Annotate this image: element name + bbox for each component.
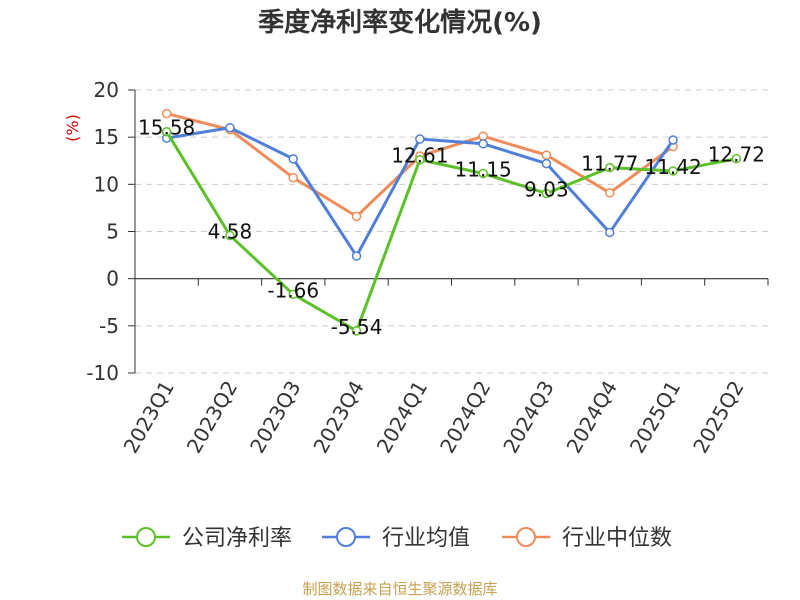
data-point: [668, 166, 678, 176]
data-label: 11.42: [644, 155, 701, 179]
series-line-0: [165, 130, 737, 333]
y-tick-label: 0: [106, 267, 119, 291]
data-label: 11.15: [455, 157, 512, 181]
data-point: [541, 158, 552, 169]
x-tick-label: 2025Q1: [625, 377, 685, 458]
x-tick-label: 2023Q4: [308, 377, 368, 458]
x-tick-label: 2024Q2: [435, 377, 495, 458]
data-point: [541, 188, 552, 199]
data-label: -5.54: [331, 315, 383, 339]
data-point: [415, 154, 425, 165]
data-point: [288, 172, 298, 183]
data-label: 15.58: [138, 116, 195, 140]
chart-title: 季度净利率变化情况(%): [258, 7, 542, 38]
y-tick-label: -5: [99, 314, 119, 338]
data-label: -1.66: [267, 278, 319, 302]
y-tick-label: 15: [94, 125, 119, 149]
data-label: 9.03: [524, 177, 569, 201]
data-point: [668, 135, 678, 145]
source-note: 制图数据来自恒生聚源数据库: [302, 580, 497, 598]
data-point: [225, 122, 235, 133]
data-point: [605, 162, 615, 173]
legend-label: 行业中位数: [562, 526, 672, 551]
axes: [128, 89, 769, 374]
data-point: [288, 289, 298, 300]
legend-marker: [516, 527, 536, 547]
data-label: 12.61: [391, 144, 448, 168]
legend-label: 行业均值: [382, 526, 470, 551]
x-tick-label: 2023Q2: [182, 377, 242, 458]
data-point: [541, 150, 552, 160]
x-tick-label: 2025Q2: [688, 377, 748, 458]
data-point: [161, 108, 172, 119]
data-point: [351, 211, 362, 222]
x-tick-label: 2024Q1: [372, 377, 432, 458]
data-label: 12.72: [708, 143, 765, 167]
data-point: [478, 168, 488, 179]
data-point: [478, 139, 488, 149]
legend: 公司净利率 行业均值 行业中位数: [122, 526, 672, 551]
x-tick-label: 2024Q4: [562, 377, 622, 458]
y-tick-label: -10: [86, 361, 119, 385]
data-point: [605, 188, 615, 198]
data-point: [288, 154, 298, 164]
legend-marker: [136, 527, 156, 547]
data-point: [731, 153, 742, 164]
data-point: [351, 326, 362, 336]
data-point: [605, 227, 615, 238]
data-point: [415, 134, 425, 144]
data-point: [351, 251, 362, 261]
x-tick-label: 2023Q3: [245, 377, 305, 458]
y-tick-label: 5: [106, 220, 119, 244]
y-tick-labels: 20 15 10 5 0 -5 -10: [86, 78, 119, 385]
legend-marker: [336, 527, 356, 547]
legend-label: 公司净利率: [182, 526, 292, 551]
data-labels: 15.58 4.58 -1.66 -5.54 12.61 11.15 9.03 11.77 11…: [138, 116, 765, 339]
x-tick-label: 2023Q1: [119, 377, 179, 458]
data-label: 4.58: [208, 219, 253, 243]
x-tick-labels: 2023Q1 2023Q2 2023Q3 2023Q4 2024Q1 2024Q2 2024…: [119, 377, 749, 458]
series-lines: [161, 108, 742, 336]
y-tick-label: 20: [94, 78, 119, 102]
data-point: [225, 230, 235, 241]
data-label: 11.77: [581, 152, 638, 176]
data-point: [161, 126, 172, 137]
x-tick-label: 2024Q3: [498, 377, 558, 458]
y-tick-label: 10: [94, 172, 119, 196]
y-axis-label: (%): [63, 114, 82, 142]
